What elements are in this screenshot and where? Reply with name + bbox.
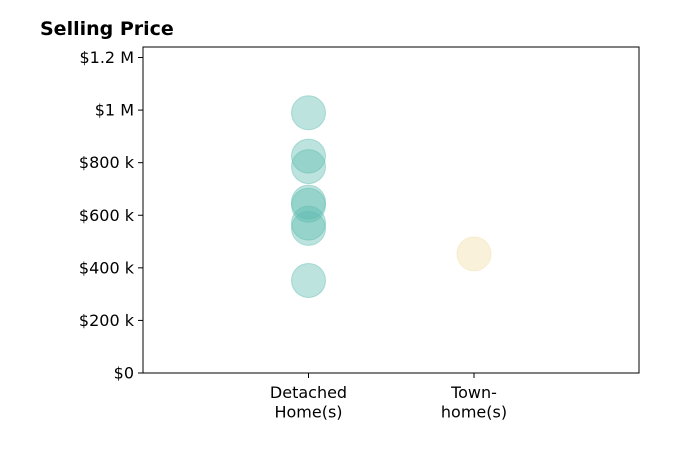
data-point — [291, 184, 326, 220]
y-tick-label: $400 k — [79, 258, 135, 277]
y-tick-label: $1 M — [95, 101, 134, 120]
x-tick-label: Town-home(s) — [441, 383, 507, 422]
data-point — [291, 210, 326, 246]
y-tick-label: $600 k — [79, 206, 135, 225]
data-point — [456, 236, 492, 272]
data-point — [291, 149, 326, 185]
y-axis: $0 $200 k $400 k $600 k $800 k $1 M $1.2 M — [79, 48, 143, 383]
data-points — [291, 95, 492, 298]
data-point — [291, 187, 326, 223]
data-point — [291, 95, 326, 131]
y-tick-label: $200 k — [79, 311, 135, 330]
chart-title: Selling Price — [40, 18, 174, 40]
y-tick-label: $800 k — [79, 153, 135, 172]
y-tick-label: $0 — [114, 364, 134, 383]
data-point — [291, 138, 326, 174]
x-tick-label-line: Detached — [270, 383, 347, 402]
y-tick-label: $1.2 M — [79, 48, 134, 67]
plot-frame — [142, 46, 640, 374]
x-tick-label-line: Town- — [450, 383, 497, 402]
data-point — [291, 262, 326, 298]
x-tick-label: Detached Home(s) — [270, 383, 347, 422]
x-axis: Detached Home(s) Town-home(s) — [270, 373, 507, 422]
data-point — [291, 205, 326, 241]
x-tick-label-line: home(s) — [441, 403, 507, 422]
x-tick-label-line: Home(s) — [274, 403, 342, 422]
